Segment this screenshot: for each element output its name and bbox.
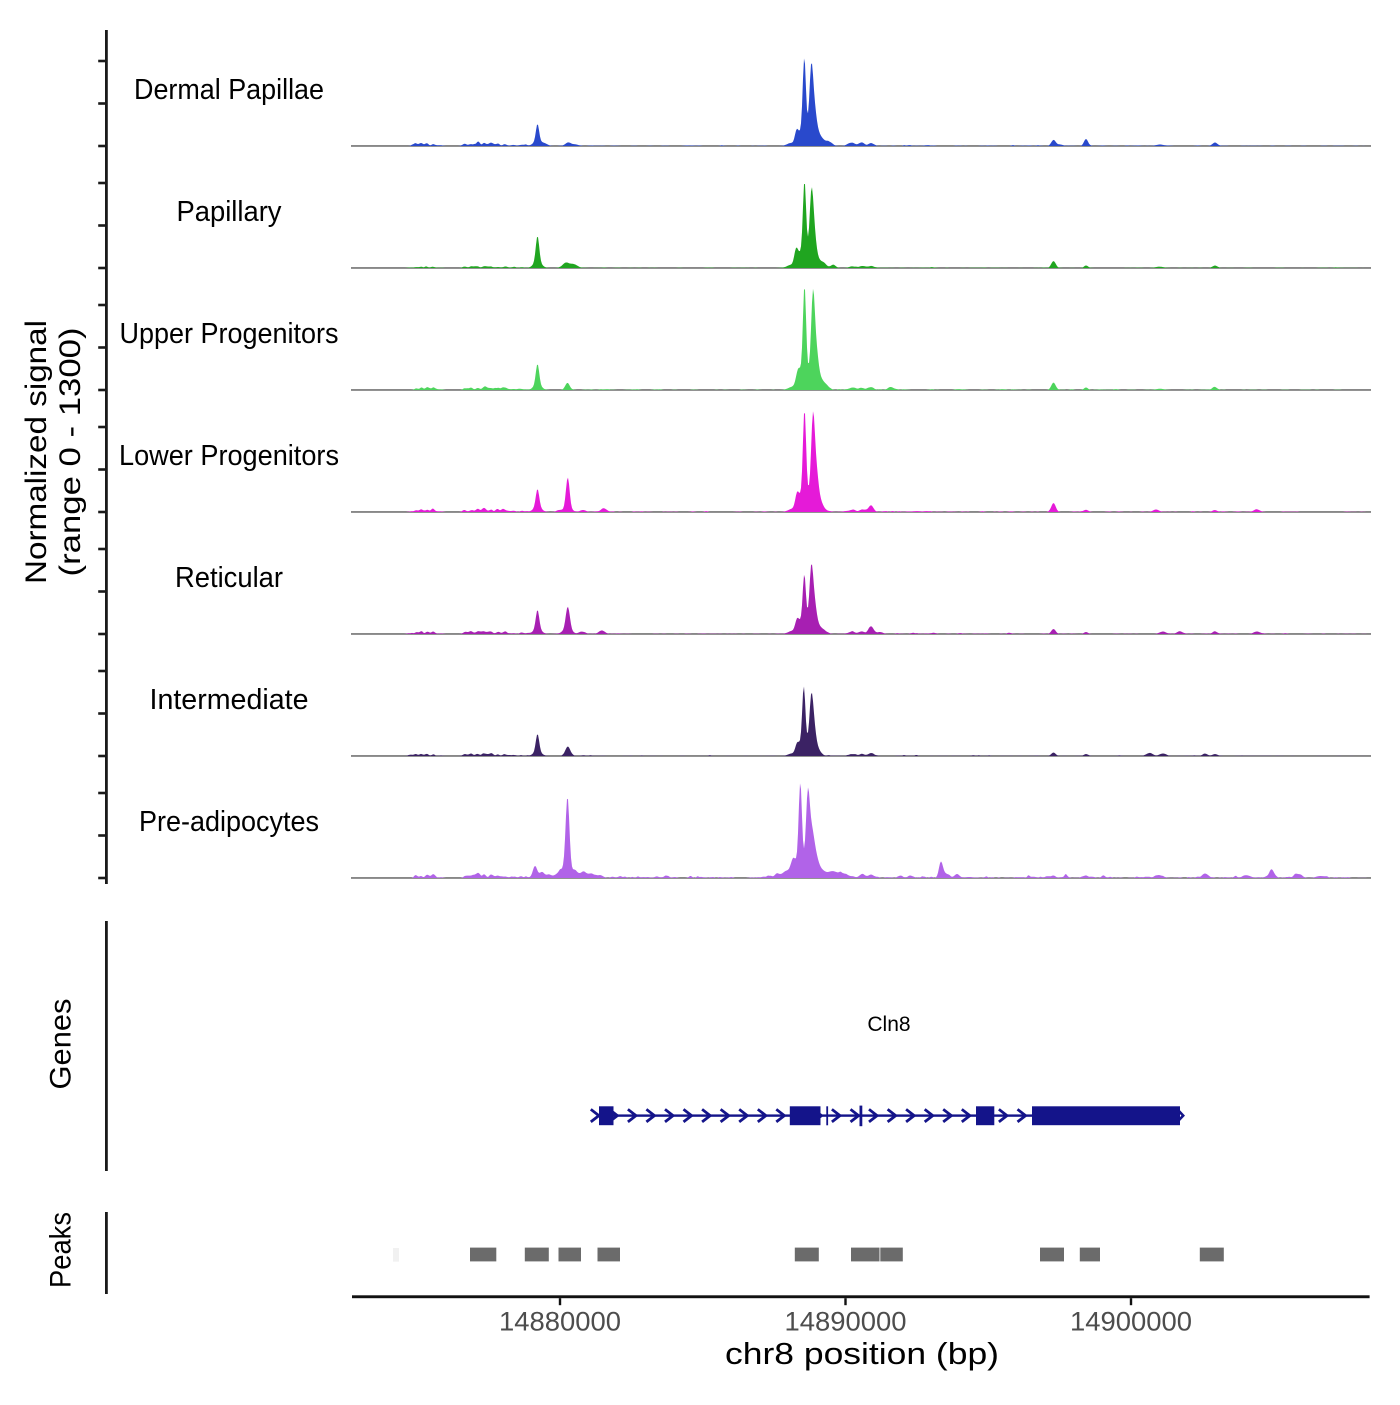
svg-text:Upper Progenitors: Upper Progenitors: [120, 318, 339, 350]
svg-text:14900000: 14900000: [1070, 1307, 1192, 1337]
svg-text:14890000: 14890000: [785, 1307, 907, 1337]
svg-text:14880000: 14880000: [499, 1307, 621, 1337]
svg-text:(range 0 - 1300): (range 0 - 1300): [54, 328, 87, 577]
svg-text:Lower Progenitors: Lower Progenitors: [119, 440, 339, 472]
svg-text:Peaks: Peaks: [45, 1212, 78, 1288]
svg-text:Pre-adipocytes: Pre-adipocytes: [139, 806, 319, 838]
svg-text:Papillary: Papillary: [177, 196, 282, 228]
svg-text:Genes: Genes: [45, 999, 78, 1090]
svg-text:Normalized signal: Normalized signal: [20, 320, 53, 584]
svg-text:Reticular: Reticular: [175, 562, 283, 594]
svg-text:Cln8: Cln8: [867, 1013, 910, 1036]
svg-text:Intermediate: Intermediate: [150, 684, 309, 716]
svg-text:chr8 position (bp): chr8 position (bp): [725, 1336, 999, 1371]
svg-text:Dermal Papillae: Dermal Papillae: [134, 74, 324, 106]
